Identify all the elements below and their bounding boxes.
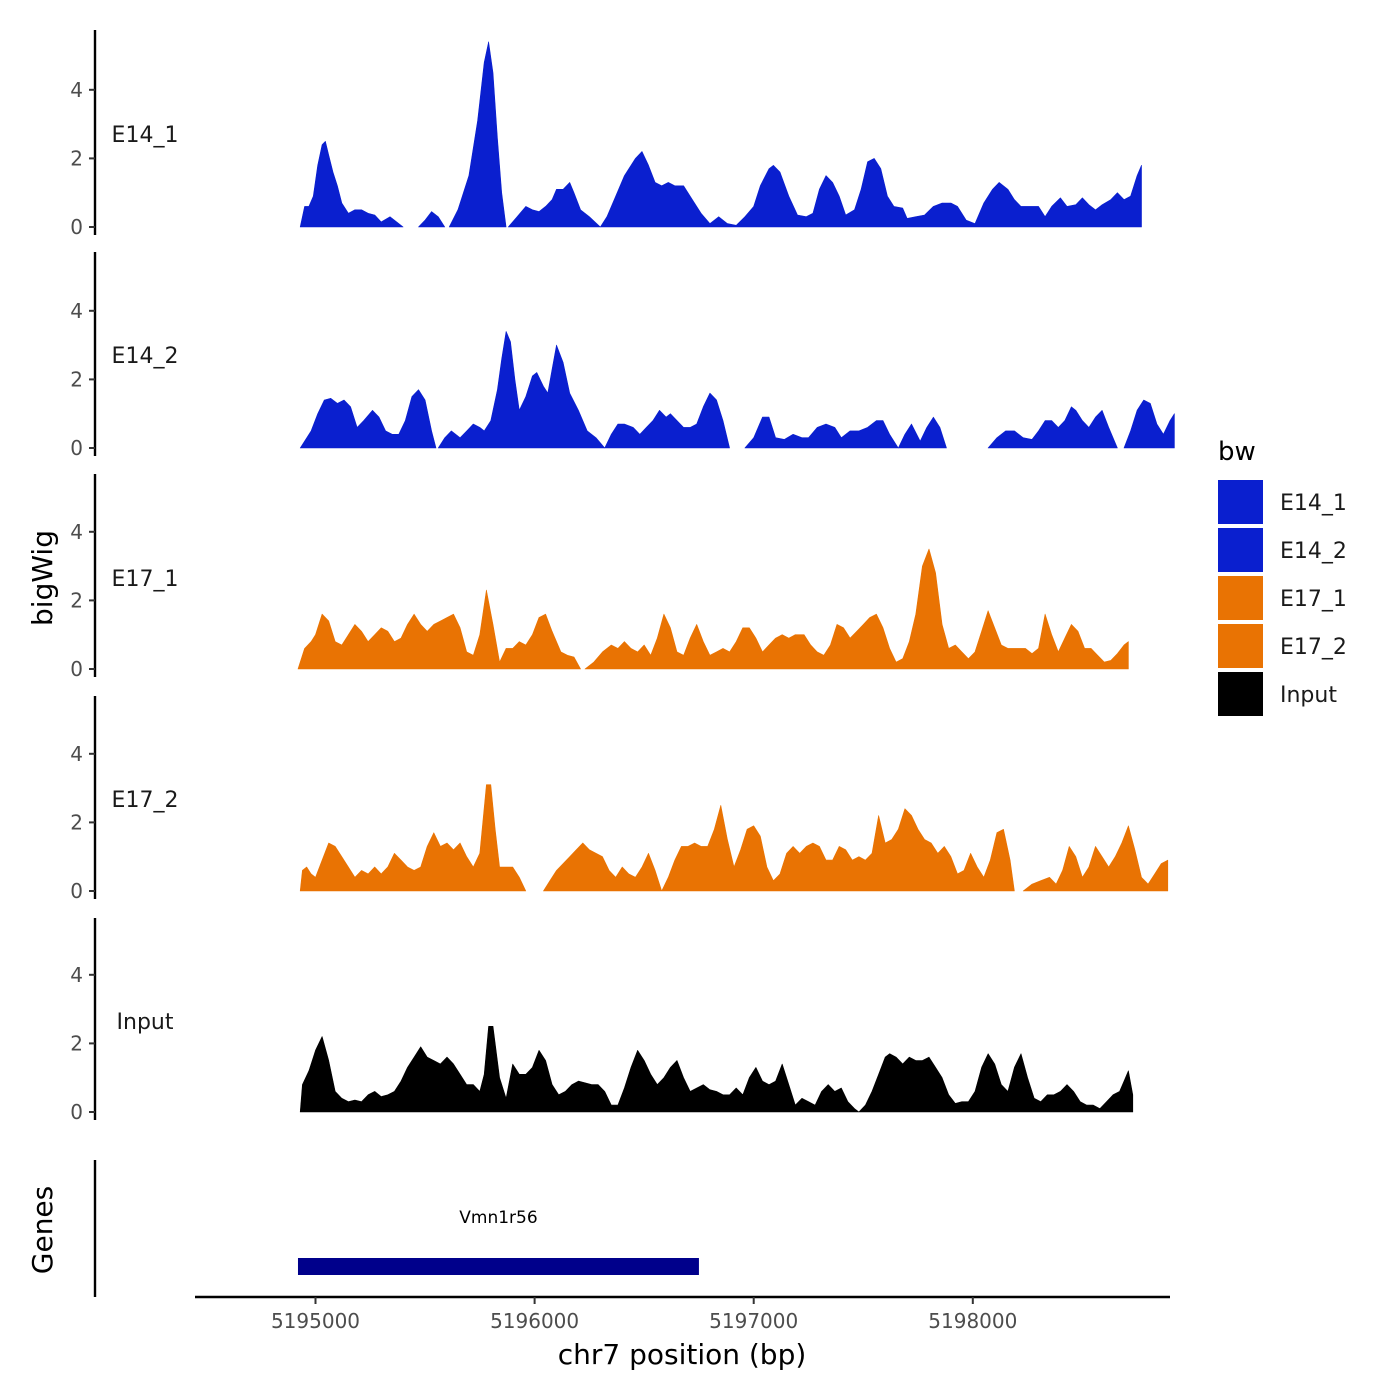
y-axis-title: bigWig (26, 530, 59, 626)
legend-swatch (1218, 624, 1263, 668)
signal-area (299, 784, 527, 892)
x-tick-label: 5197000 (709, 1309, 798, 1333)
track-label: Input (117, 1010, 174, 1035)
y-tick-label: 2 (70, 588, 83, 612)
signal-area (418, 211, 446, 228)
track-label: E17_1 (112, 567, 179, 592)
x-tick-label: 5196000 (490, 1309, 579, 1333)
signal-area (744, 416, 899, 449)
signal-tracks: 0 2 4 E14_1 0 2 4 E14_2 0 2 4 E17_1 0 2 4 E17_2 0 2 4 Input (70, 30, 1175, 1124)
signal-area (508, 151, 1142, 228)
signal-area (299, 1026, 1134, 1113)
y-tick-label: 4 (70, 78, 83, 102)
legend-title: bw (1218, 437, 1256, 467)
track-label: E14_2 (112, 344, 179, 369)
track-label: E14_1 (112, 123, 179, 148)
signal-area (299, 389, 437, 449)
y-tick-label: 4 (70, 520, 83, 544)
signal-area (299, 141, 404, 228)
gene-label: Vmn1r56 (459, 1208, 537, 1228)
track-input: 0 2 4 Input (70, 918, 1134, 1124)
track-e14_1: 0 2 4 E14_1 (70, 30, 1142, 239)
signal-area (448, 41, 507, 228)
signal-area (987, 406, 1118, 449)
x-axis-title: chr7 position (bp) (558, 1338, 807, 1371)
y-tick-label: 2 (70, 1031, 83, 1055)
x-tick-label: 5198000 (928, 1309, 1017, 1333)
signal-area (543, 805, 1015, 892)
track-e14_2: 0 2 4 E14_2 (70, 252, 1175, 460)
signal-area (584, 548, 1129, 670)
gene-body (297, 1258, 699, 1275)
legend-label: E14_1 (1280, 491, 1347, 516)
legend-swatch (1218, 576, 1263, 620)
y-tick-label: 0 (70, 436, 83, 460)
y-tick-label: 0 (70, 1100, 83, 1124)
y-tick-label: 0 (70, 215, 83, 239)
signal-area (898, 416, 947, 449)
legend-label: Input (1280, 683, 1337, 708)
legend-label: E17_2 (1280, 635, 1347, 660)
y-tick-label: 2 (70, 367, 83, 391)
track-label: E17_2 (112, 788, 179, 813)
signal-area (437, 331, 605, 449)
x-tick-label: 5195000 (271, 1309, 360, 1333)
legend-swatch (1218, 528, 1263, 572)
signal-area (1123, 399, 1175, 449)
y-tick-label: 4 (70, 742, 83, 766)
y-tick-label: 2 (70, 146, 83, 170)
y-tick-label: 4 (70, 963, 83, 987)
legend-label: E14_2 (1280, 539, 1347, 564)
y-tick-label: 0 (70, 657, 83, 681)
genes-axis-title: Genes (26, 1186, 59, 1274)
genes-track: Vmn1r56 (93, 1160, 699, 1297)
y-tick-label: 2 (70, 810, 83, 834)
signal-area (604, 392, 730, 449)
track-e17_1: 0 2 4 E17_1 (70, 474, 1129, 681)
signal-area (1022, 825, 1169, 892)
legend: bw E14_1 E14_2 E17_1 E17_2 Input (1218, 437, 1347, 716)
y-tick-label: 4 (70, 299, 83, 323)
legend-swatch (1218, 480, 1263, 524)
track-e17_2: 0 2 4 E17_2 (70, 696, 1169, 903)
legend-swatch (1218, 672, 1263, 716)
signal-area (297, 589, 581, 670)
y-tick-label: 0 (70, 879, 83, 903)
legend-label: E17_1 (1280, 587, 1347, 612)
x-axis: 5195000 5196000 5197000 5198000 (195, 1295, 1170, 1333)
